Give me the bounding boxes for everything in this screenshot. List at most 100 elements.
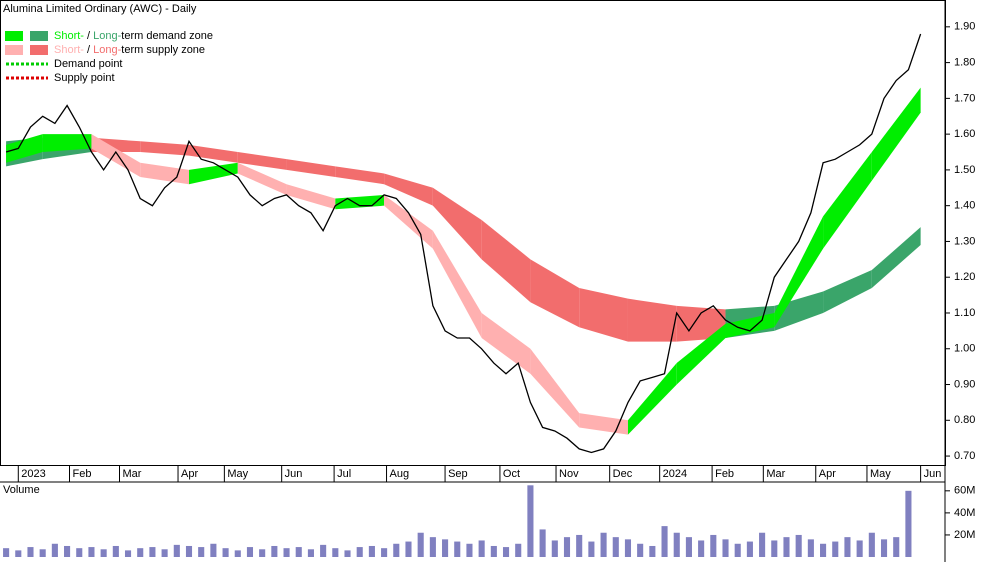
short-term-zone — [42, 134, 92, 153]
x-tick-label: Feb — [73, 468, 92, 480]
long-term-zone — [627, 298, 677, 342]
y-tick-label: 1.00 — [954, 343, 975, 355]
volume-bar — [3, 548, 10, 557]
y-tick-label: 1.70 — [954, 92, 975, 104]
volume-bar — [442, 539, 449, 557]
x-tick-label: Jun — [285, 468, 303, 480]
x-tick-label: Nov — [559, 468, 579, 480]
legend-label: Short- / Long-term supply zone — [54, 44, 205, 56]
legend-label: Short- / Long-term demand zone — [54, 30, 213, 42]
long-term-zone — [432, 187, 482, 260]
volume-bar — [624, 539, 632, 557]
long-term-zone — [384, 173, 433, 206]
short-term-zone — [384, 194, 433, 249]
short-term-zone — [286, 184, 336, 210]
volume-bar — [710, 534, 717, 557]
long-term-zone — [774, 291, 824, 331]
volume-bar — [795, 534, 802, 557]
volume-bar — [527, 485, 534, 557]
volume-bar — [746, 541, 753, 557]
short-term-zone — [432, 230, 482, 339]
volume-bar — [259, 549, 266, 557]
volume-bar — [600, 532, 607, 557]
y-tick-label: 1.10 — [954, 307, 975, 319]
long-term-zone — [823, 270, 872, 313]
x-tick-label: May — [227, 468, 248, 480]
y-tick-label: 1.90 — [954, 21, 975, 33]
y-tick-label: 0.80 — [954, 414, 975, 426]
volume-bar — [807, 539, 814, 557]
legend-swatch — [30, 31, 48, 41]
volume-bar — [466, 543, 473, 557]
short-term-zone — [530, 348, 580, 428]
volume-bar — [576, 534, 583, 557]
y-tick-label: 1.60 — [954, 128, 975, 140]
volume-bar — [27, 547, 34, 557]
volume-bar — [198, 547, 205, 557]
legend-text: Short- — [54, 44, 84, 56]
short-term-zone — [627, 363, 677, 435]
volume-bar — [149, 547, 156, 557]
short-term-zone — [6, 134, 43, 163]
long-term-zone — [530, 259, 580, 328]
volume-bar — [295, 547, 302, 557]
short-term-zone — [481, 312, 531, 374]
short-term-zone — [774, 216, 824, 328]
x-tick-label: Jul — [337, 468, 351, 480]
x-tick-label: Apr — [181, 468, 198, 480]
short-term-zone — [871, 87, 921, 181]
x-tick-label: Feb — [715, 468, 734, 480]
long-term-zone — [335, 166, 385, 185]
volume-bar — [222, 548, 229, 557]
y-tick-label: 1.20 — [954, 271, 975, 283]
volume-bar — [76, 548, 83, 557]
volume-bar — [759, 532, 766, 557]
x-tick-label: Oct — [503, 468, 520, 480]
volume-bar — [124, 550, 132, 557]
volume-bar — [51, 543, 58, 557]
legend-text: term supply zone — [121, 44, 205, 56]
volume-bar — [698, 540, 705, 557]
volume-bar — [893, 537, 900, 557]
short-term-zone — [676, 323, 726, 385]
legend-label: Supply point — [54, 72, 115, 84]
volume-bar — [905, 490, 912, 557]
long-term-zone — [676, 305, 726, 342]
legend-text: Long- — [93, 44, 121, 56]
volume-tick-label: 20M — [954, 529, 975, 541]
x-tick-label: 2023 — [21, 468, 45, 480]
long-term-zone — [189, 144, 238, 163]
volume-bar — [234, 550, 241, 557]
long-term-zone — [286, 159, 336, 178]
volume-bar — [15, 550, 22, 557]
volume-bar — [844, 537, 851, 557]
volume-bar — [661, 526, 668, 557]
volume-bar — [612, 537, 619, 557]
x-tick-label: Jun — [924, 468, 942, 480]
volume-bar — [405, 541, 412, 557]
volume-bar — [722, 539, 729, 557]
short-term-zone — [91, 134, 141, 178]
volume-bar — [880, 539, 888, 557]
y-tick-label: 1.50 — [954, 164, 975, 176]
volume-bar — [649, 545, 656, 557]
volume-bar — [320, 544, 327, 557]
short-term-zone — [823, 152, 872, 249]
volume-bar — [588, 541, 595, 557]
short-term-zone — [237, 162, 287, 195]
volume-bar — [429, 537, 436, 557]
volume-bar — [454, 541, 461, 557]
volume-bar — [381, 548, 388, 557]
volume-bar — [490, 545, 497, 557]
legend-text: Short- — [54, 30, 84, 42]
volume-bar — [478, 540, 485, 557]
volume-bar — [88, 547, 95, 557]
x-tick-label: Sep — [448, 468, 468, 480]
volume-bar — [100, 549, 107, 557]
volume-bar — [515, 543, 522, 557]
chart-title: Alumina Limited Ordinary (AWC) - Daily — [3, 3, 197, 15]
long-term-zone — [871, 227, 921, 288]
volume-bar — [637, 543, 644, 557]
volume-bar — [563, 537, 571, 557]
